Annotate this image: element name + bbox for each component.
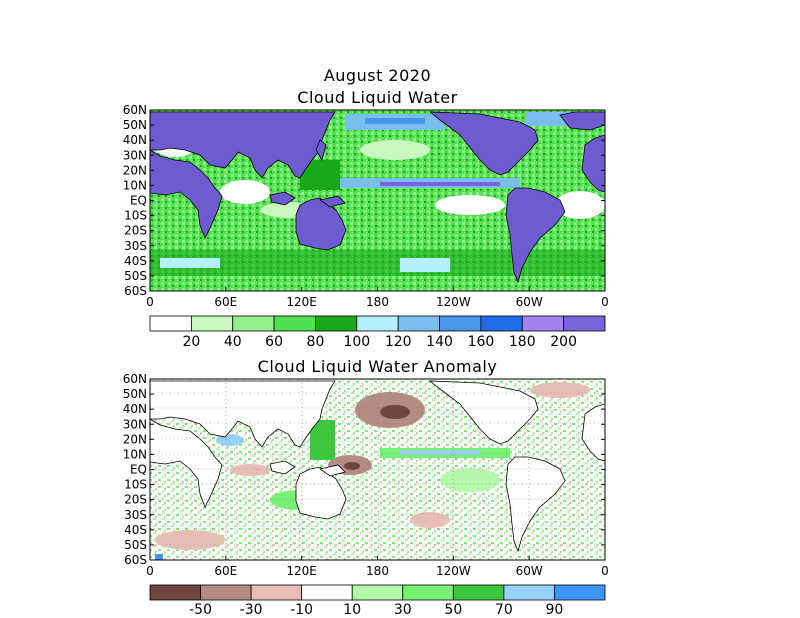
lon-label: 180: [366, 295, 389, 309]
colorbar-label: 180: [509, 334, 536, 350]
lon-label: 0: [146, 564, 154, 578]
lat-label: 10S: [124, 209, 147, 223]
lat-label: 10S: [124, 478, 147, 492]
colorbar-label: 100: [343, 334, 370, 350]
colorbar-label: 160: [468, 334, 495, 350]
colorbar-label: 140: [426, 334, 453, 350]
bottom-colorbar-labels: -50 -30 -10 10 30 50 70 90: [189, 602, 563, 618]
lat-label: 40N: [123, 402, 147, 416]
month-title: August 2020: [323, 66, 432, 85]
colorbar-swatch: [200, 584, 252, 601]
lon-label: 120E: [286, 295, 317, 309]
top-map-ticks: [149, 109, 606, 292]
bottom-land: [150, 380, 605, 553]
lat-label: 60N: [123, 103, 147, 117]
lon-label: 180: [366, 564, 389, 578]
colorbar-swatch: [563, 315, 606, 332]
top-colorbar: [149, 315, 606, 332]
colorbar-swatch: [397, 315, 440, 332]
colorbar-label: 120: [385, 334, 412, 350]
lat-label: 20S: [124, 224, 147, 238]
colorbar-label: -30: [240, 602, 263, 618]
colorbar-label: 50: [444, 602, 462, 618]
lon-label: 60E: [214, 564, 237, 578]
lon-label: 120W: [436, 295, 471, 309]
lon-label: 0: [601, 564, 609, 578]
lat-label: 30S: [124, 508, 147, 522]
lon-label: 60W: [516, 295, 543, 309]
colorbar-swatch: [273, 315, 316, 332]
colorbar-swatch: [521, 315, 565, 332]
colorbar-swatch: [149, 584, 201, 601]
colorbar-swatch: [452, 584, 505, 601]
colorbar-label: -50: [189, 602, 212, 618]
colorbar-swatch: [356, 315, 399, 332]
lat-label: 30N: [123, 417, 147, 431]
lat-label: 20N: [123, 163, 147, 177]
colorbar-label: 200: [550, 334, 577, 350]
colorbar-swatch: [503, 584, 555, 601]
lat-label: 30S: [124, 239, 147, 253]
lon-label: 120E: [286, 564, 317, 578]
colorbar-label: -10: [290, 602, 313, 618]
lat-label: 50S: [124, 538, 147, 552]
colorbar-label: 90: [546, 602, 564, 618]
top-map: [150, 110, 605, 291]
lon-label: 120W: [436, 564, 471, 578]
lat-label: 60S: [124, 284, 147, 298]
top-lon-labels: 0 60E 120E 180 120W 60W 0: [146, 295, 609, 309]
colorbar-label: 60: [265, 334, 283, 350]
colorbar-label: 10: [343, 602, 361, 618]
colorbar-label: 70: [495, 602, 513, 618]
lon-label: 0: [601, 295, 609, 309]
colorbar-swatch: [402, 584, 454, 601]
colorbar-label: 30: [394, 602, 412, 618]
top-land: [150, 111, 605, 284]
lat-label: 50S: [124, 269, 147, 283]
lat-label: 60S: [124, 553, 147, 567]
lon-label: 60E: [214, 295, 237, 309]
lat-label: 40S: [124, 254, 147, 268]
lat-label: 20N: [123, 432, 147, 446]
top-map-title: Cloud Liquid Water: [297, 88, 458, 107]
colorbar-swatch: [250, 584, 303, 601]
bottom-map-ticks: [149, 378, 606, 561]
lat-label: 10N: [123, 178, 147, 192]
colorbar-swatch: [480, 315, 523, 332]
lat-label: 10N: [123, 447, 147, 461]
colorbar-swatch: [315, 315, 358, 332]
colorbar-label: 40: [224, 334, 242, 350]
bottom-map-title: Cloud Liquid Water Anomaly: [257, 357, 498, 376]
colorbar-swatch: [190, 315, 234, 332]
lat-label: 50N: [123, 118, 147, 132]
colorbar-swatch: [301, 584, 353, 601]
colorbar-swatch: [554, 584, 606, 601]
colorbar-swatch: [232, 315, 275, 332]
lon-label: 0: [146, 295, 154, 309]
top-colorbar-labels: 20 40 60 80 100 120 140 160 180 200: [182, 334, 577, 350]
lat-label: 40S: [124, 523, 147, 537]
lon-label: 60W: [516, 564, 543, 578]
bottom-map: [150, 379, 605, 560]
bottom-colorbar: [149, 584, 606, 601]
colorbar-swatch: [149, 315, 192, 332]
colorbar-label: 20: [182, 334, 200, 350]
colorbar-swatch: [351, 584, 404, 601]
colorbar-swatch: [439, 315, 482, 332]
bottom-lon-labels: 0 60E 120E 180 120W 60W 0: [146, 564, 609, 578]
lat-label: 30N: [123, 148, 147, 162]
colorbar-label: 80: [307, 334, 325, 350]
lat-label: 60N: [123, 372, 147, 386]
lat-label: EQ: [130, 194, 147, 208]
lat-label: EQ: [130, 463, 147, 477]
lat-label: 50N: [123, 387, 147, 401]
lat-label: 20S: [124, 493, 147, 507]
lat-label: 40N: [123, 133, 147, 147]
